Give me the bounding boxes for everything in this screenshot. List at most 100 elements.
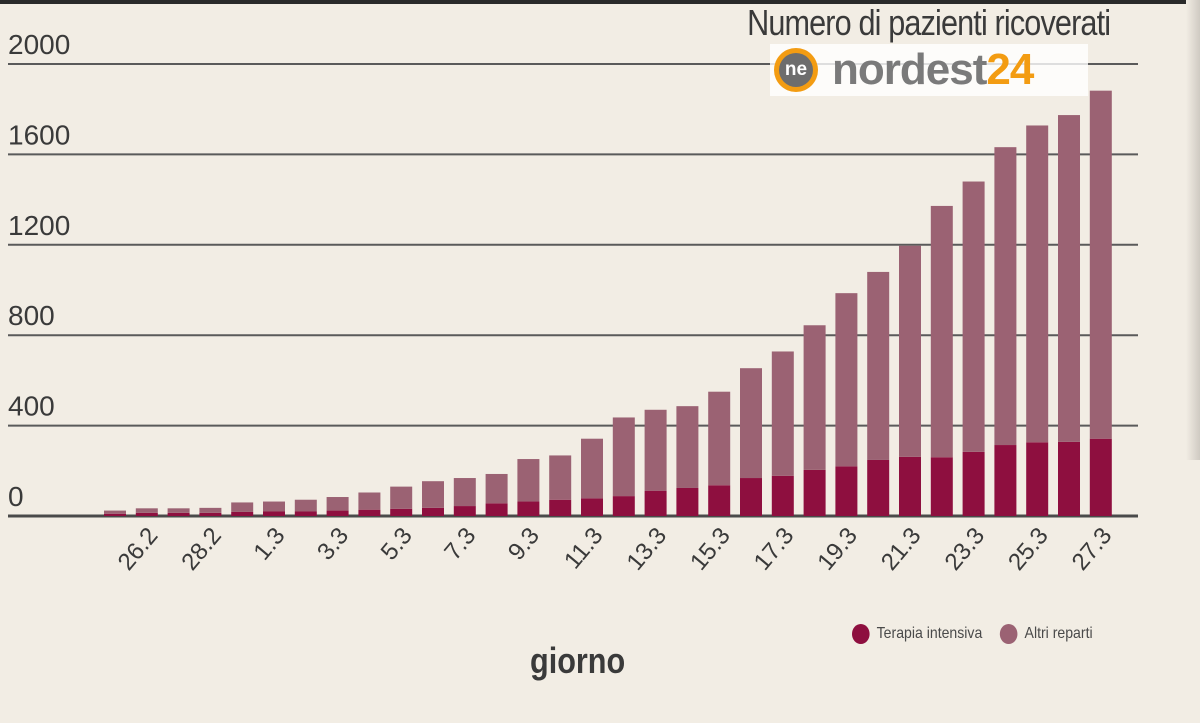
bar-altri-reparti-26.2 xyxy=(135,508,158,513)
bar-altri-reparti-27.2 xyxy=(167,508,190,513)
bar-altri-reparti-27.3 xyxy=(1089,90,1112,439)
bar-terapia-intensiva-18.3 xyxy=(803,469,826,516)
bar-terapia-intensiva-21.3 xyxy=(899,456,921,516)
bar-altri-reparti-9.3 xyxy=(517,459,540,502)
bar-terapia-intensiva-4.3 xyxy=(358,509,381,516)
bar-altri-reparti-14.3 xyxy=(676,406,699,488)
bar-terapia-intensiva-26.3 xyxy=(1058,441,1080,516)
top-border xyxy=(0,0,1200,4)
legend-item-terapia-intensiva: Terapia intensiva xyxy=(852,624,982,644)
x-tick-label-25.3: 25.3 xyxy=(1003,523,1054,576)
bar-altri-reparti-1.3 xyxy=(263,501,285,512)
bar-terapia-intensiva-8.3 xyxy=(485,503,508,516)
bar-altri-reparti-19.3 xyxy=(835,293,858,467)
logo-badge-text: ne xyxy=(779,53,813,87)
bar-terapia-intensiva-19.3 xyxy=(835,466,858,516)
bar-altri-reparti-28.2 xyxy=(199,507,222,513)
bar-altri-reparti-22.3 xyxy=(930,205,953,458)
bar-altri-reparti-2.3 xyxy=(294,499,317,512)
x-axis-label: giorno xyxy=(530,640,626,681)
legend-swatch-terapia-intensiva xyxy=(852,624,870,644)
bar-terapia-intensiva-1.3 xyxy=(263,511,285,516)
y-tick-label-400: 400 xyxy=(8,391,55,422)
bar-terapia-intensiva-2.3 xyxy=(294,511,317,516)
y-axis-ticks: 0 400 800 1200 1600 2000 xyxy=(8,29,70,512)
legend-label-altri-reparti: Altri reparti xyxy=(1024,625,1093,642)
bar-terapia-intensiva-7.3 xyxy=(453,506,476,516)
bar-layer xyxy=(104,90,1112,516)
bar-altri-reparti-25.2 xyxy=(104,510,126,514)
legend-item-altri-reparti: Altri reparti xyxy=(999,624,1093,644)
bar-terapia-intensiva-12.3 xyxy=(612,496,635,516)
logo-wordmark: nordest24 xyxy=(832,45,1034,95)
x-tick-label-7.3: 7.3 xyxy=(439,523,481,566)
bar-terapia-intensiva-17.3 xyxy=(771,475,794,516)
bar-terapia-intensiva-6.3 xyxy=(422,507,444,516)
legend-swatch-altri-reparti xyxy=(999,624,1018,644)
bar-altri-reparti-4.3 xyxy=(358,492,381,510)
y-tick-label-1600: 1600 xyxy=(8,119,70,150)
bar-terapia-intensiva-10.3 xyxy=(549,499,572,516)
bar-altri-reparti-10.3 xyxy=(549,455,572,500)
nordest24-logo: ne nordest24 xyxy=(770,44,1088,96)
bar-terapia-intensiva-16.3 xyxy=(740,478,762,516)
bar-terapia-intensiva-22.3 xyxy=(930,457,953,516)
bar-terapia-intensiva-5.3 xyxy=(390,508,413,516)
bar-terapia-intensiva-23.3 xyxy=(962,451,985,516)
bar-terapia-intensiva-14.3 xyxy=(676,487,699,516)
bar-altri-reparti-11.3 xyxy=(581,438,603,499)
x-tick-label-13.3: 13.3 xyxy=(621,523,672,576)
y-tick-label-800: 800 xyxy=(8,300,55,331)
bar-altri-reparti-25.3 xyxy=(1026,125,1049,443)
logo-badge-icon: ne xyxy=(774,48,818,92)
bar-altri-reparti-8.3 xyxy=(485,473,508,504)
x-axis-ticks: 26.2 28.2 1.3 3.3 5.3 7.3 9.3 11.3 13.3 15.3 17.3 1… xyxy=(113,523,1118,576)
x-tick-label-3.3: 3.3 xyxy=(312,523,354,566)
bar-altri-reparti-21.3 xyxy=(899,245,921,457)
scroll-edge xyxy=(1186,0,1200,460)
bar-terapia-intensiva-27.2 xyxy=(167,512,190,516)
bar-altri-reparti-16.3 xyxy=(740,368,762,479)
chart-legend: Terapia intensiva Altri reparti xyxy=(852,624,1101,644)
bar-terapia-intensiva-9.3 xyxy=(517,501,540,516)
x-tick-label-15.3: 15.3 xyxy=(685,523,736,576)
bar-terapia-intensiva-25.2 xyxy=(104,513,126,516)
bar-terapia-intensiva-24.3 xyxy=(994,445,1017,516)
y-tick-label-1200: 1200 xyxy=(8,210,70,241)
bar-altri-reparti-24.3 xyxy=(994,147,1017,446)
x-tick-label-5.3: 5.3 xyxy=(376,523,418,566)
bar-altri-reparti-23.3 xyxy=(962,181,985,452)
x-tick-label-19.3: 19.3 xyxy=(812,523,863,576)
bar-altri-reparti-18.3 xyxy=(803,325,826,470)
y-tick-label-0: 0 xyxy=(8,481,24,512)
bar-altri-reparti-7.3 xyxy=(453,478,476,507)
x-tick-label-17.3: 17.3 xyxy=(749,523,800,576)
bar-terapia-intensiva-26.2 xyxy=(135,512,158,516)
bar-altri-reparti-3.3 xyxy=(326,497,349,511)
logo-text-main: nordest xyxy=(832,45,987,94)
logo-text-accent: 24 xyxy=(986,45,1034,94)
bar-altri-reparti-20.3 xyxy=(867,271,890,460)
chart-title: Numero di pazienti ricoverati xyxy=(746,2,1111,43)
bar-terapia-intensiva-13.3 xyxy=(644,490,667,516)
bar-terapia-intensiva-20.3 xyxy=(867,459,890,516)
bar-altri-reparti-29.2 xyxy=(231,502,254,512)
bar-terapia-intensiva-3.3 xyxy=(326,510,349,516)
x-tick-label-11.3: 11.3 xyxy=(559,523,609,575)
bar-altri-reparti-5.3 xyxy=(390,486,413,509)
legend-label-terapia-intensiva: Terapia intensiva xyxy=(876,625,983,642)
bar-altri-reparti-15.3 xyxy=(708,391,731,486)
bar-altri-reparti-17.3 xyxy=(771,351,794,476)
bar-altri-reparti-13.3 xyxy=(644,409,667,491)
bar-altri-reparti-26.3 xyxy=(1058,115,1080,442)
x-tick-label-28.2: 28.2 xyxy=(176,523,227,576)
bar-terapia-intensiva-27.3 xyxy=(1089,438,1112,516)
x-tick-label-23.3: 23.3 xyxy=(939,523,990,576)
x-tick-label-27.3: 27.3 xyxy=(1067,523,1118,576)
bar-terapia-intensiva-15.3 xyxy=(708,485,731,516)
x-tick-label-21.3: 21.3 xyxy=(876,523,927,576)
bar-terapia-intensiva-25.3 xyxy=(1026,442,1049,516)
bar-terapia-intensiva-28.2 xyxy=(199,512,222,516)
x-tick-label-26.2: 26.2 xyxy=(113,523,164,576)
bar-terapia-intensiva-29.2 xyxy=(231,511,254,516)
